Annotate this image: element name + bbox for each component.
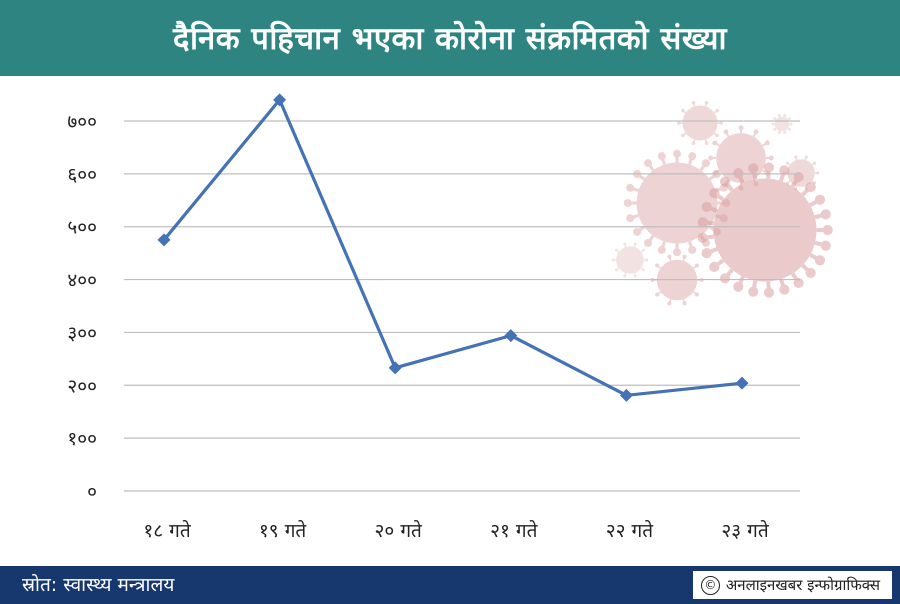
- y-tick-label: ५००: [67, 217, 97, 239]
- data-point-marker: [157, 233, 171, 247]
- data-point-marker: [273, 93, 287, 107]
- x-tick-label: २० गते: [375, 519, 423, 542]
- copyright-icon: ©: [700, 575, 720, 595]
- footer-bar: स्रोत: स्वास्थ्य मन्त्रालय © अनलाइनखबर इ…: [0, 566, 900, 604]
- x-axis-ticks: १८ गते १९ गते २० गते २१ गते २२ गते २३ गते: [143, 519, 769, 542]
- data-point-marker: [619, 388, 633, 402]
- data-point-marker: [504, 329, 518, 343]
- y-tick-label: ६००: [67, 164, 97, 186]
- y-tick-label: ७००: [67, 111, 97, 133]
- source-label: स्रोत: स्वास्थ्य मन्त्रालय: [22, 574, 175, 596]
- x-tick-label: २१ गते: [490, 519, 538, 542]
- y-axis-ticks: ० १०० २०० ३०० ४०० ५०० ६०० ७००: [67, 111, 97, 503]
- data-point-marker: [388, 361, 402, 375]
- coronavirus-icon: [611, 101, 833, 306]
- y-tick-label: २००: [67, 375, 97, 397]
- y-tick-label: ३००: [67, 322, 97, 344]
- y-tick-label: ४००: [67, 270, 97, 292]
- y-tick-label: ०: [87, 481, 97, 503]
- y-tick-label: १००: [67, 428, 97, 450]
- credit-label: अनलाइनखबर इन्फोग्राफिक्स: [725, 576, 880, 594]
- x-tick-label: १८ गते: [143, 519, 191, 542]
- grid-lines: [124, 120, 800, 492]
- x-tick-label: २३ गते: [721, 519, 769, 542]
- line-chart: ० १०० २०० ३०० ४०० ५०० ६०० ७०० १८ गते १९ गते २० गत…: [67, 93, 833, 542]
- credit-badge: © अनलाइनखबर इन्फोग्राफिक्स: [692, 571, 892, 599]
- data-point-marker: [735, 376, 749, 390]
- header-bar: दैनिक पहिचान भएका कोरोना संक्रमितको संख्…: [0, 0, 900, 76]
- x-tick-label: १९ गते: [259, 519, 307, 542]
- series-line: [157, 93, 749, 402]
- x-tick-label: २२ गते: [606, 519, 654, 542]
- series-polyline: [162, 98, 743, 397]
- page-title: दैनिक पहिचान भएका कोरोना संक्रमितको संख्…: [173, 21, 727, 57]
